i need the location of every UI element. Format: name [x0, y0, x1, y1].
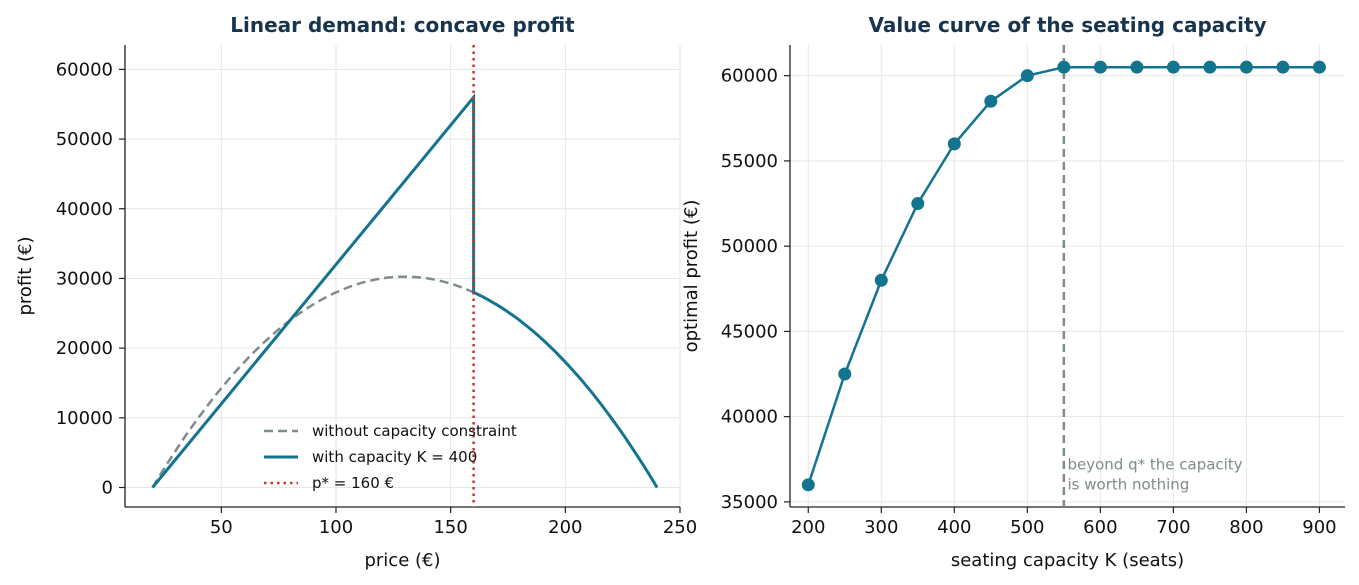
y-tick-label: 60000 — [721, 66, 778, 87]
x-tick-label: 900 — [1302, 517, 1336, 538]
chart-title: Linear demand: concave profit — [230, 13, 575, 37]
x-tick-label: 100 — [319, 517, 353, 538]
y-tick-label: 40000 — [721, 407, 778, 428]
y-tick-label: 40000 — [56, 199, 113, 220]
x-tick-label: 50 — [210, 517, 233, 538]
data-point — [1057, 60, 1071, 74]
y-tick-label: 30000 — [56, 268, 113, 289]
chart-title: Value curve of the seating capacity — [868, 13, 1266, 37]
y-tick-label: 10000 — [56, 408, 113, 429]
data-point — [1239, 60, 1253, 74]
x-tick-label: 500 — [1010, 517, 1044, 538]
x-axis-label: seating capacity K (seats) — [951, 550, 1184, 571]
data-point — [801, 478, 815, 492]
y-tick-label: 0 — [102, 477, 113, 498]
y-axis-label: optimal profit (€) — [681, 200, 702, 353]
data-point — [1020, 69, 1034, 83]
x-tick-label: 250 — [663, 517, 697, 538]
data-point — [1276, 60, 1290, 74]
x-tick-label: 700 — [1156, 517, 1190, 538]
series-line-without-capacity — [151, 275, 475, 489]
x-tick-label: 300 — [864, 517, 898, 538]
y-axis-label: profit (€) — [15, 236, 36, 315]
data-point — [1312, 60, 1326, 74]
x-tick-label: 600 — [1083, 517, 1117, 538]
legend-label: without capacity constraint — [312, 422, 517, 440]
y-tick-label: 60000 — [56, 59, 113, 80]
y-tick-label: 35000 — [721, 492, 778, 513]
data-point — [1203, 60, 1217, 74]
data-point — [947, 137, 961, 151]
y-tick-label: 55000 — [721, 151, 778, 172]
x-tick-label: 150 — [433, 517, 467, 538]
data-point — [874, 273, 888, 287]
legend-label: with capacity K = 400 — [312, 448, 477, 466]
chart-panel-2: 200 300 400 500 600 700 800 900 35000 40000 45000 5… — [681, 13, 1345, 571]
y-tick-label: 50000 — [721, 236, 778, 257]
data-point — [838, 367, 852, 381]
x-axis-label: price (€) — [364, 550, 440, 571]
data-point — [984, 94, 998, 108]
chart-panel-1: 50 100 150 200 250 0 10000 20000 30000 40000 50000… — [15, 13, 697, 571]
y-tick-label: 50000 — [56, 129, 113, 150]
annotation-text: beyond q* the capacity — [1068, 455, 1243, 473]
data-point — [1166, 60, 1180, 74]
y-tick-label: 20000 — [56, 338, 113, 359]
annotation-text: is worth nothing — [1068, 475, 1190, 493]
x-tick-label: 400 — [937, 517, 971, 538]
x-tick-label: 800 — [1229, 517, 1263, 538]
data-point — [1130, 60, 1144, 74]
x-tick-label: 200 — [548, 517, 582, 538]
x-tick-label: 200 — [791, 517, 825, 538]
legend: without capacity constraint with capacity… — [264, 422, 517, 492]
series-line-with-capacity — [151, 93, 659, 489]
y-tick-label: 45000 — [721, 321, 778, 342]
data-point — [1093, 60, 1107, 74]
legend-label: p* = 160 € — [312, 474, 394, 492]
data-point — [911, 197, 925, 211]
